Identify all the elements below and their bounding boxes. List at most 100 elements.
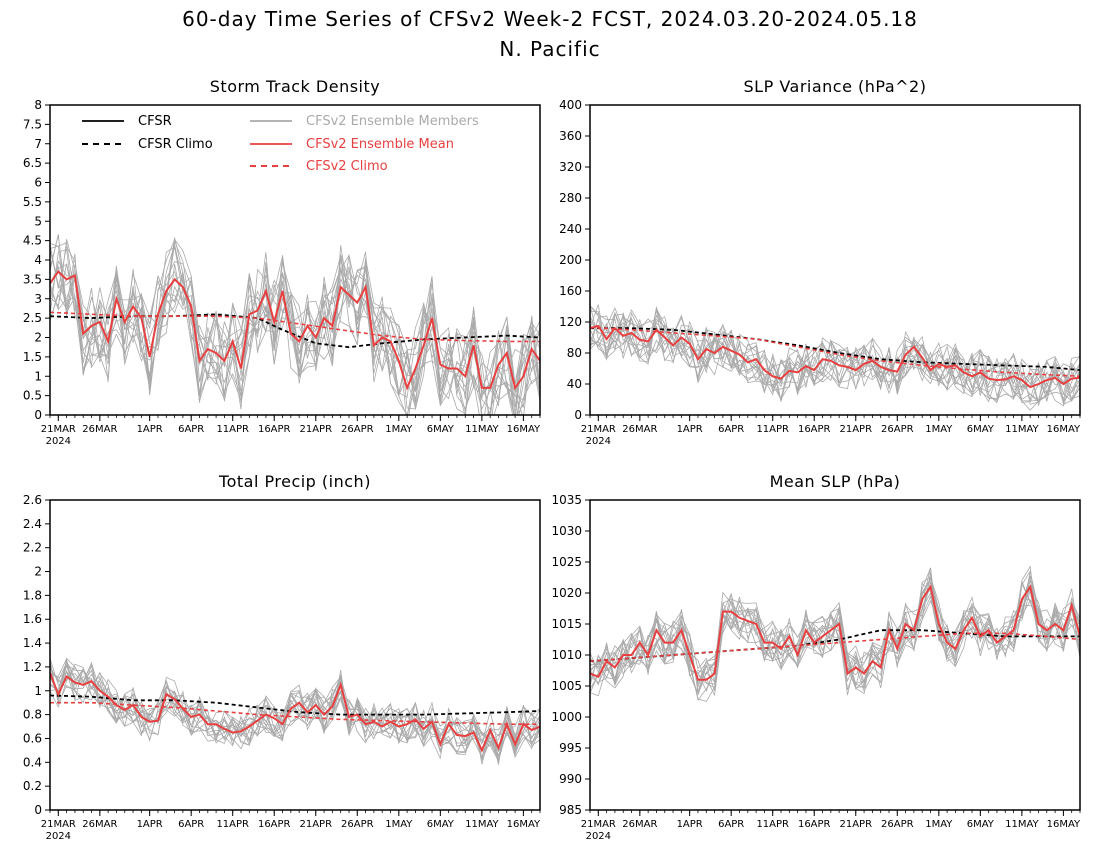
x-tick-label: 21MAR <box>581 819 616 830</box>
panel-3: Total Precip (inch) 0 0.2 0.4 0.6 0.8 1 1.2 1.4 1… <box>23 472 541 842</box>
panel-1: Storm Track Density 0 0.5 1 1.5 2 2.5 3 3.5 4 4.5 5… <box>23 77 541 447</box>
x-tick-label: 1MAY <box>925 424 953 435</box>
y-tick-label: 160 <box>559 284 582 298</box>
y-tick-label: 0 <box>574 408 582 422</box>
ensemble-member-line <box>590 582 1080 697</box>
cfsr-climo-line <box>50 694 540 716</box>
x-tick-label: 11MAY <box>1005 424 1039 435</box>
legend-label: CFSv2 Ensemble Members <box>306 114 479 129</box>
panel-title: Storm Track Density <box>210 77 380 96</box>
y-tick-label: 5.5 <box>23 195 42 209</box>
y-tick-label: 2.5 <box>23 311 42 325</box>
x-tick-label: 16APR <box>798 424 831 435</box>
y-tick-label: 0.2 <box>23 779 42 793</box>
y-tick-label: 1010 <box>551 648 582 662</box>
figure-subtitle: N. Pacific <box>499 37 600 61</box>
y-tick-label: 4.5 <box>23 234 42 248</box>
ensemble-member-line <box>50 657 540 761</box>
y-tick-label: 2.2 <box>23 541 42 555</box>
y-tick-label: 40 <box>567 377 582 391</box>
ensemble-member-line <box>590 314 1080 403</box>
y-tick-label: 1.6 <box>23 612 42 626</box>
ensemble-member-line <box>590 305 1080 394</box>
x-tick-label: 11APR <box>756 819 789 830</box>
x-tick-label: 6MAY <box>967 424 995 435</box>
y-tick-label: 1.2 <box>23 660 42 674</box>
y-tick-label: 995 <box>559 741 582 755</box>
y-tick-label: 7.5 <box>23 117 42 131</box>
x-tick-label: 26APR <box>881 819 914 830</box>
panel-title: SLP Variance (hPa^2) <box>744 77 927 96</box>
x-tick-label: 26APR <box>341 819 374 830</box>
x-tick-label: 16MAY <box>1047 819 1081 830</box>
x-tick-label: 26MAR <box>622 424 657 435</box>
y-tick-label: 2.4 <box>23 517 42 531</box>
cfsv2-climo-line <box>50 701 540 726</box>
x-tick-label: 1APR <box>137 424 163 435</box>
ensemble-mean-line <box>50 672 540 753</box>
panels: Storm Track Density 0 0.5 1 1.5 2 2.5 3 3.5 4 4.5 5… <box>23 77 1081 842</box>
x-tick-label: 1APR <box>137 819 163 830</box>
plot-area <box>590 304 1080 411</box>
x-tick-label: 6APR <box>718 424 744 435</box>
ensemble-member-line <box>590 571 1080 693</box>
x-tick-label: 1APR <box>677 819 703 830</box>
plot-frame <box>49 499 541 811</box>
y-tick-label: 80 <box>567 346 582 360</box>
cfsv2-climo-line <box>590 632 1080 662</box>
y-tick-label: 0 <box>34 408 42 422</box>
x-tick-label: 16APR <box>258 424 291 435</box>
legend-label: CFSR Climo <box>138 137 213 152</box>
x-tick-label: 6MAY <box>427 819 455 830</box>
plot-area <box>50 234 540 415</box>
x-tick-label: 6APR <box>718 819 744 830</box>
legend-label: CFSR <box>138 114 172 129</box>
x-tick-label: 6MAY <box>427 424 455 435</box>
y-tick-label: 280 <box>559 191 582 205</box>
x-tick-label: 1APR <box>677 424 703 435</box>
ensemble-member-line <box>50 234 540 415</box>
panel-2: SLP Variance (hPa^2) 0 40 80 120 160 200 240 280… <box>559 77 1081 447</box>
x-tick-label: 26MAR <box>82 819 117 830</box>
y-tick-label: 1025 <box>551 555 582 569</box>
x-tick-label: 1MAY <box>925 819 953 830</box>
ensemble-member-line <box>590 309 1080 394</box>
x-year-label: 2024 <box>46 831 71 842</box>
y-tick-label: 1.5 <box>23 350 42 364</box>
plot-area <box>50 657 540 765</box>
y-tick-label: 6.5 <box>23 156 42 170</box>
ensemble-member-line <box>50 245 540 408</box>
ensemble-member-line <box>50 657 540 756</box>
y-tick-label: 1000 <box>551 710 582 724</box>
x-tick-label: 16APR <box>798 819 831 830</box>
x-year-label: 2024 <box>586 831 611 842</box>
x-tick-label: 21APR <box>839 424 872 435</box>
y-tick-label: 1030 <box>551 524 582 538</box>
ensemble-member-line <box>590 308 1080 407</box>
plot-area <box>590 565 1080 702</box>
ensemble-member-line <box>50 245 540 408</box>
x-tick-label: 1MAY <box>385 819 413 830</box>
x-tick-label: 11APR <box>216 424 249 435</box>
x-tick-label: 6APR <box>178 424 204 435</box>
x-tick-label: 21MAR <box>581 424 616 435</box>
x-tick-label: 11APR <box>216 819 249 830</box>
y-tick-label: 0.8 <box>23 708 42 722</box>
cfsv2-climo-line <box>50 311 540 343</box>
x-tick-label: 21APR <box>299 424 332 435</box>
ensemble-member-line <box>50 662 540 751</box>
y-tick-label: 6 <box>34 176 42 190</box>
y-tick-label: 1 <box>34 684 42 698</box>
y-tick-label: 1035 <box>551 493 582 507</box>
x-tick-label: 26MAR <box>622 819 657 830</box>
y-tick-label: 3 <box>34 292 42 306</box>
x-tick-label: 21APR <box>299 819 332 830</box>
legend: CFSR CFSR Climo CFSv2 Ensemble Members CFSv… <box>82 114 479 174</box>
y-tick-label: 7 <box>34 137 42 151</box>
ensemble-member-line <box>50 660 540 763</box>
x-tick-label: 21MAR <box>41 424 76 435</box>
ensemble-member-line <box>50 661 540 762</box>
y-tick-label: 2 <box>34 331 42 345</box>
y-tick-label: 2.6 <box>23 493 42 507</box>
x-tick-label: 26APR <box>881 424 914 435</box>
